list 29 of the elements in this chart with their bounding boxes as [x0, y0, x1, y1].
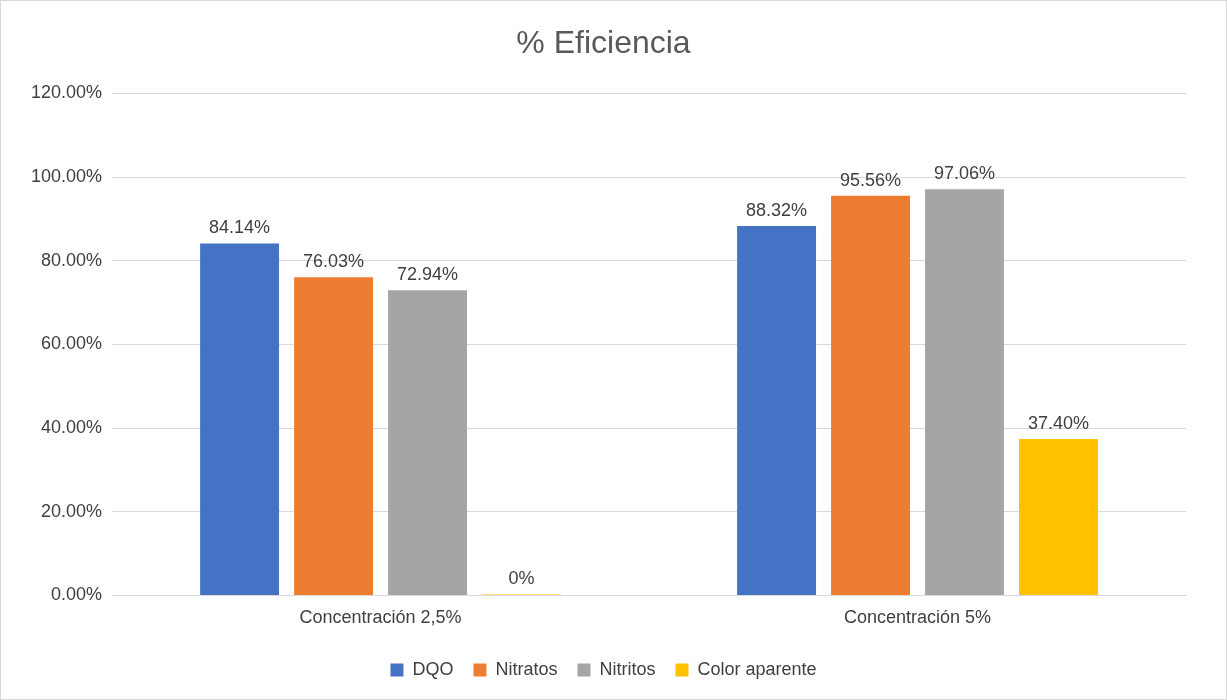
chart-title: % Eficiencia — [516, 24, 691, 61]
bar — [200, 243, 280, 595]
data-label: 0% — [508, 568, 535, 589]
y-tick-label: 100.00% — [31, 166, 103, 187]
bar — [831, 195, 910, 595]
x-tick-label: Concentración 2,5% — [299, 607, 462, 628]
bar — [388, 290, 467, 595]
y-tick-label: 0.00% — [51, 584, 103, 605]
y-tick-label: 60.00% — [41, 333, 103, 354]
data-label: 95.56% — [840, 169, 902, 190]
y-tick-label: 20.00% — [41, 500, 103, 521]
x-tick-label: Concentración 5% — [843, 607, 992, 628]
legend-label: Nitratos — [495, 658, 558, 679]
bar — [1019, 438, 1098, 595]
data-label: 37.40% — [1027, 412, 1089, 433]
y-tick-label: 40.00% — [41, 417, 103, 438]
data-label: 72.94% — [397, 264, 459, 285]
legend-label: Color aparente — [697, 658, 817, 679]
data-label: 97.06% — [933, 163, 996, 184]
y-tick-label: 120.00% — [31, 82, 103, 103]
legend-label: Nitritos — [599, 658, 656, 679]
bar — [925, 189, 1004, 595]
data-label: 88.32% — [746, 199, 808, 220]
y-tick-label: 80.00% — [41, 249, 103, 270]
bar — [294, 277, 374, 595]
data-label: 84.14% — [209, 217, 271, 238]
bar — [737, 225, 817, 595]
legend-label: DQO — [412, 658, 454, 679]
data-label: 76.03% — [303, 251, 365, 272]
